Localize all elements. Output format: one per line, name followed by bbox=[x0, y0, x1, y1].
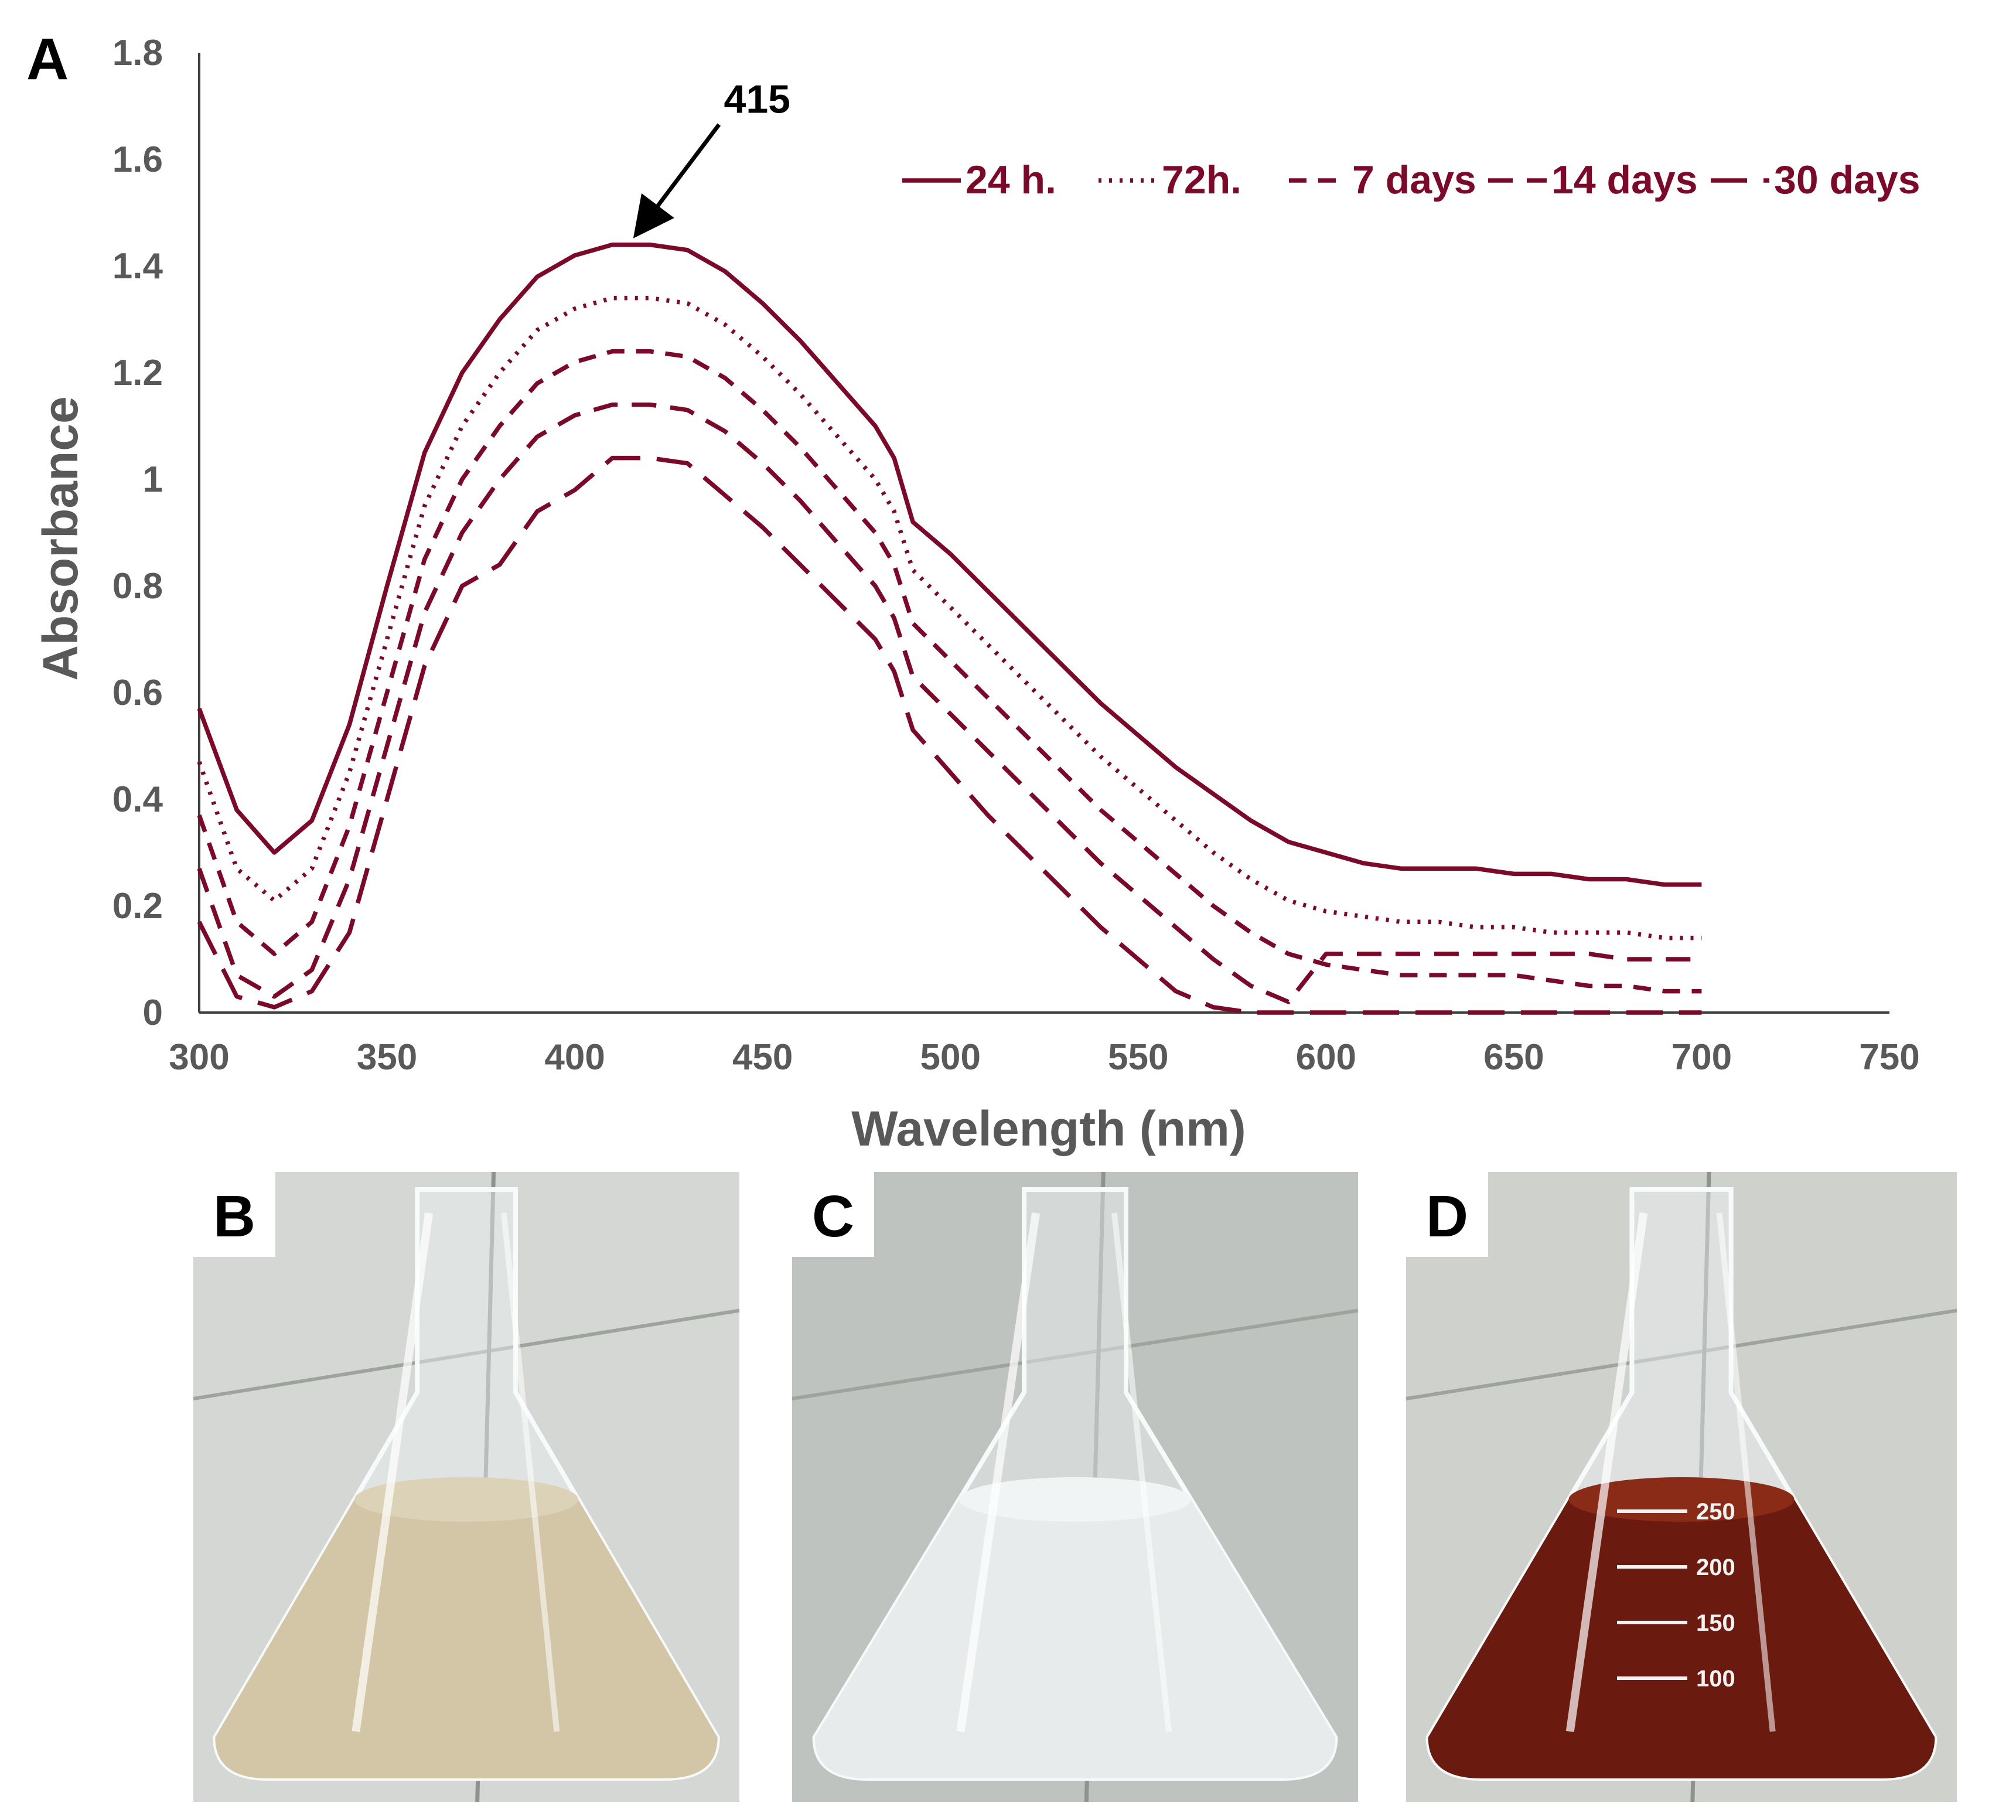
x-axis-title: Wavelength (nm) bbox=[851, 1101, 1246, 1156]
legend-label-0: 24 h. bbox=[966, 158, 1056, 202]
panel-label: D bbox=[1426, 1184, 1468, 1249]
x-tick-label: 450 bbox=[732, 1037, 793, 1078]
legend: 24 h. 72h. 7 days 14 days 30 days bbox=[902, 158, 1921, 202]
x-tick-label: 300 bbox=[169, 1037, 229, 1078]
legend-label-3: 14 days bbox=[1551, 158, 1698, 202]
tile-joint bbox=[193, 1308, 740, 1400]
panel-label-a: A bbox=[26, 26, 69, 92]
panel-label-box bbox=[1406, 1172, 1488, 1257]
x-tick-label: 750 bbox=[1859, 1037, 1919, 1078]
series-line-0 bbox=[197, 242, 1702, 887]
photo-panel-d: 250 200 150 100 D bbox=[1406, 1171, 1957, 1802]
y-tick-label: 0.2 bbox=[112, 886, 163, 926]
series-lines bbox=[197, 242, 1702, 1015]
panel-label-box bbox=[792, 1172, 874, 1257]
flask-liquid bbox=[1428, 1499, 1935, 1778]
panel-label: C bbox=[812, 1184, 854, 1249]
liquid-surface bbox=[959, 1477, 1191, 1522]
x-tick-label: 600 bbox=[1296, 1037, 1356, 1078]
glass-highlight bbox=[500, 1212, 560, 1732]
y-tick-label: 1.6 bbox=[112, 139, 163, 180]
y-tick-label: 0.6 bbox=[112, 673, 163, 713]
graduation-label: 250 bbox=[1696, 1499, 1735, 1525]
y-tick-label: 1 bbox=[143, 459, 163, 500]
flask-photos: B C 250 200 150 100 D bbox=[193, 1171, 1957, 1802]
tile-joint bbox=[792, 1308, 1359, 1400]
graduation-label: 200 bbox=[1696, 1555, 1735, 1580]
legend-label-1: 72h. bbox=[1162, 158, 1241, 202]
photo-panel-c: C bbox=[792, 1171, 1359, 1802]
series-line-4 bbox=[197, 455, 1702, 1015]
glass-highlight bbox=[1716, 1212, 1776, 1732]
series-line-1 bbox=[197, 295, 1702, 940]
peak-arrow bbox=[633, 123, 721, 238]
graduation-label: 100 bbox=[1696, 1666, 1735, 1692]
series-line-2 bbox=[197, 349, 1702, 994]
graduation-label: 150 bbox=[1696, 1610, 1735, 1636]
absorbance-chart: A 0 0.2 0.4 0.6 0.8 1 1.2 1.4 1.6 1.8 300 350 400 450… bbox=[26, 26, 1921, 1156]
panel-label-box bbox=[193, 1172, 275, 1257]
y-tick-label: 0.4 bbox=[112, 779, 163, 820]
y-tick-label: 1.8 bbox=[112, 33, 163, 73]
legend-label-4: 30 days bbox=[1774, 158, 1921, 202]
x-tick-label: 400 bbox=[544, 1037, 605, 1078]
liquid-surface bbox=[354, 1477, 578, 1522]
flask-liquid bbox=[814, 1499, 1336, 1778]
x-tick-label: 700 bbox=[1672, 1037, 1732, 1078]
flask-liquid bbox=[215, 1499, 718, 1778]
x-tick-label: 650 bbox=[1483, 1037, 1544, 1078]
series-line-3 bbox=[197, 402, 1702, 1004]
y-tick-label: 1.4 bbox=[112, 246, 163, 287]
tile-joint bbox=[1406, 1308, 1957, 1400]
y-tick-label: 0.8 bbox=[112, 566, 163, 606]
x-tick-label: 350 bbox=[357, 1037, 417, 1078]
tick-labels: 0 0.2 0.4 0.6 0.8 1 1.2 1.4 1.6 1.8 300 350 400 450 50… bbox=[112, 33, 1920, 1078]
legend-label-2: 7 days bbox=[1352, 158, 1476, 202]
peak-annotation: 415 bbox=[724, 77, 790, 122]
glass-highlight bbox=[1111, 1212, 1172, 1732]
x-tick-label: 500 bbox=[920, 1037, 980, 1078]
glass-highlight bbox=[1565, 1212, 1648, 1732]
glass-highlight bbox=[352, 1212, 434, 1732]
glass-highlight bbox=[956, 1212, 1040, 1733]
x-tick-label: 550 bbox=[1108, 1037, 1168, 1078]
y-axis-title: Absorbance bbox=[33, 396, 88, 680]
y-tick-label: 0 bbox=[143, 993, 163, 1033]
panel-label: B bbox=[213, 1184, 255, 1249]
y-tick-label: 1.2 bbox=[112, 353, 163, 393]
photo-panel-b: B bbox=[193, 1171, 740, 1802]
